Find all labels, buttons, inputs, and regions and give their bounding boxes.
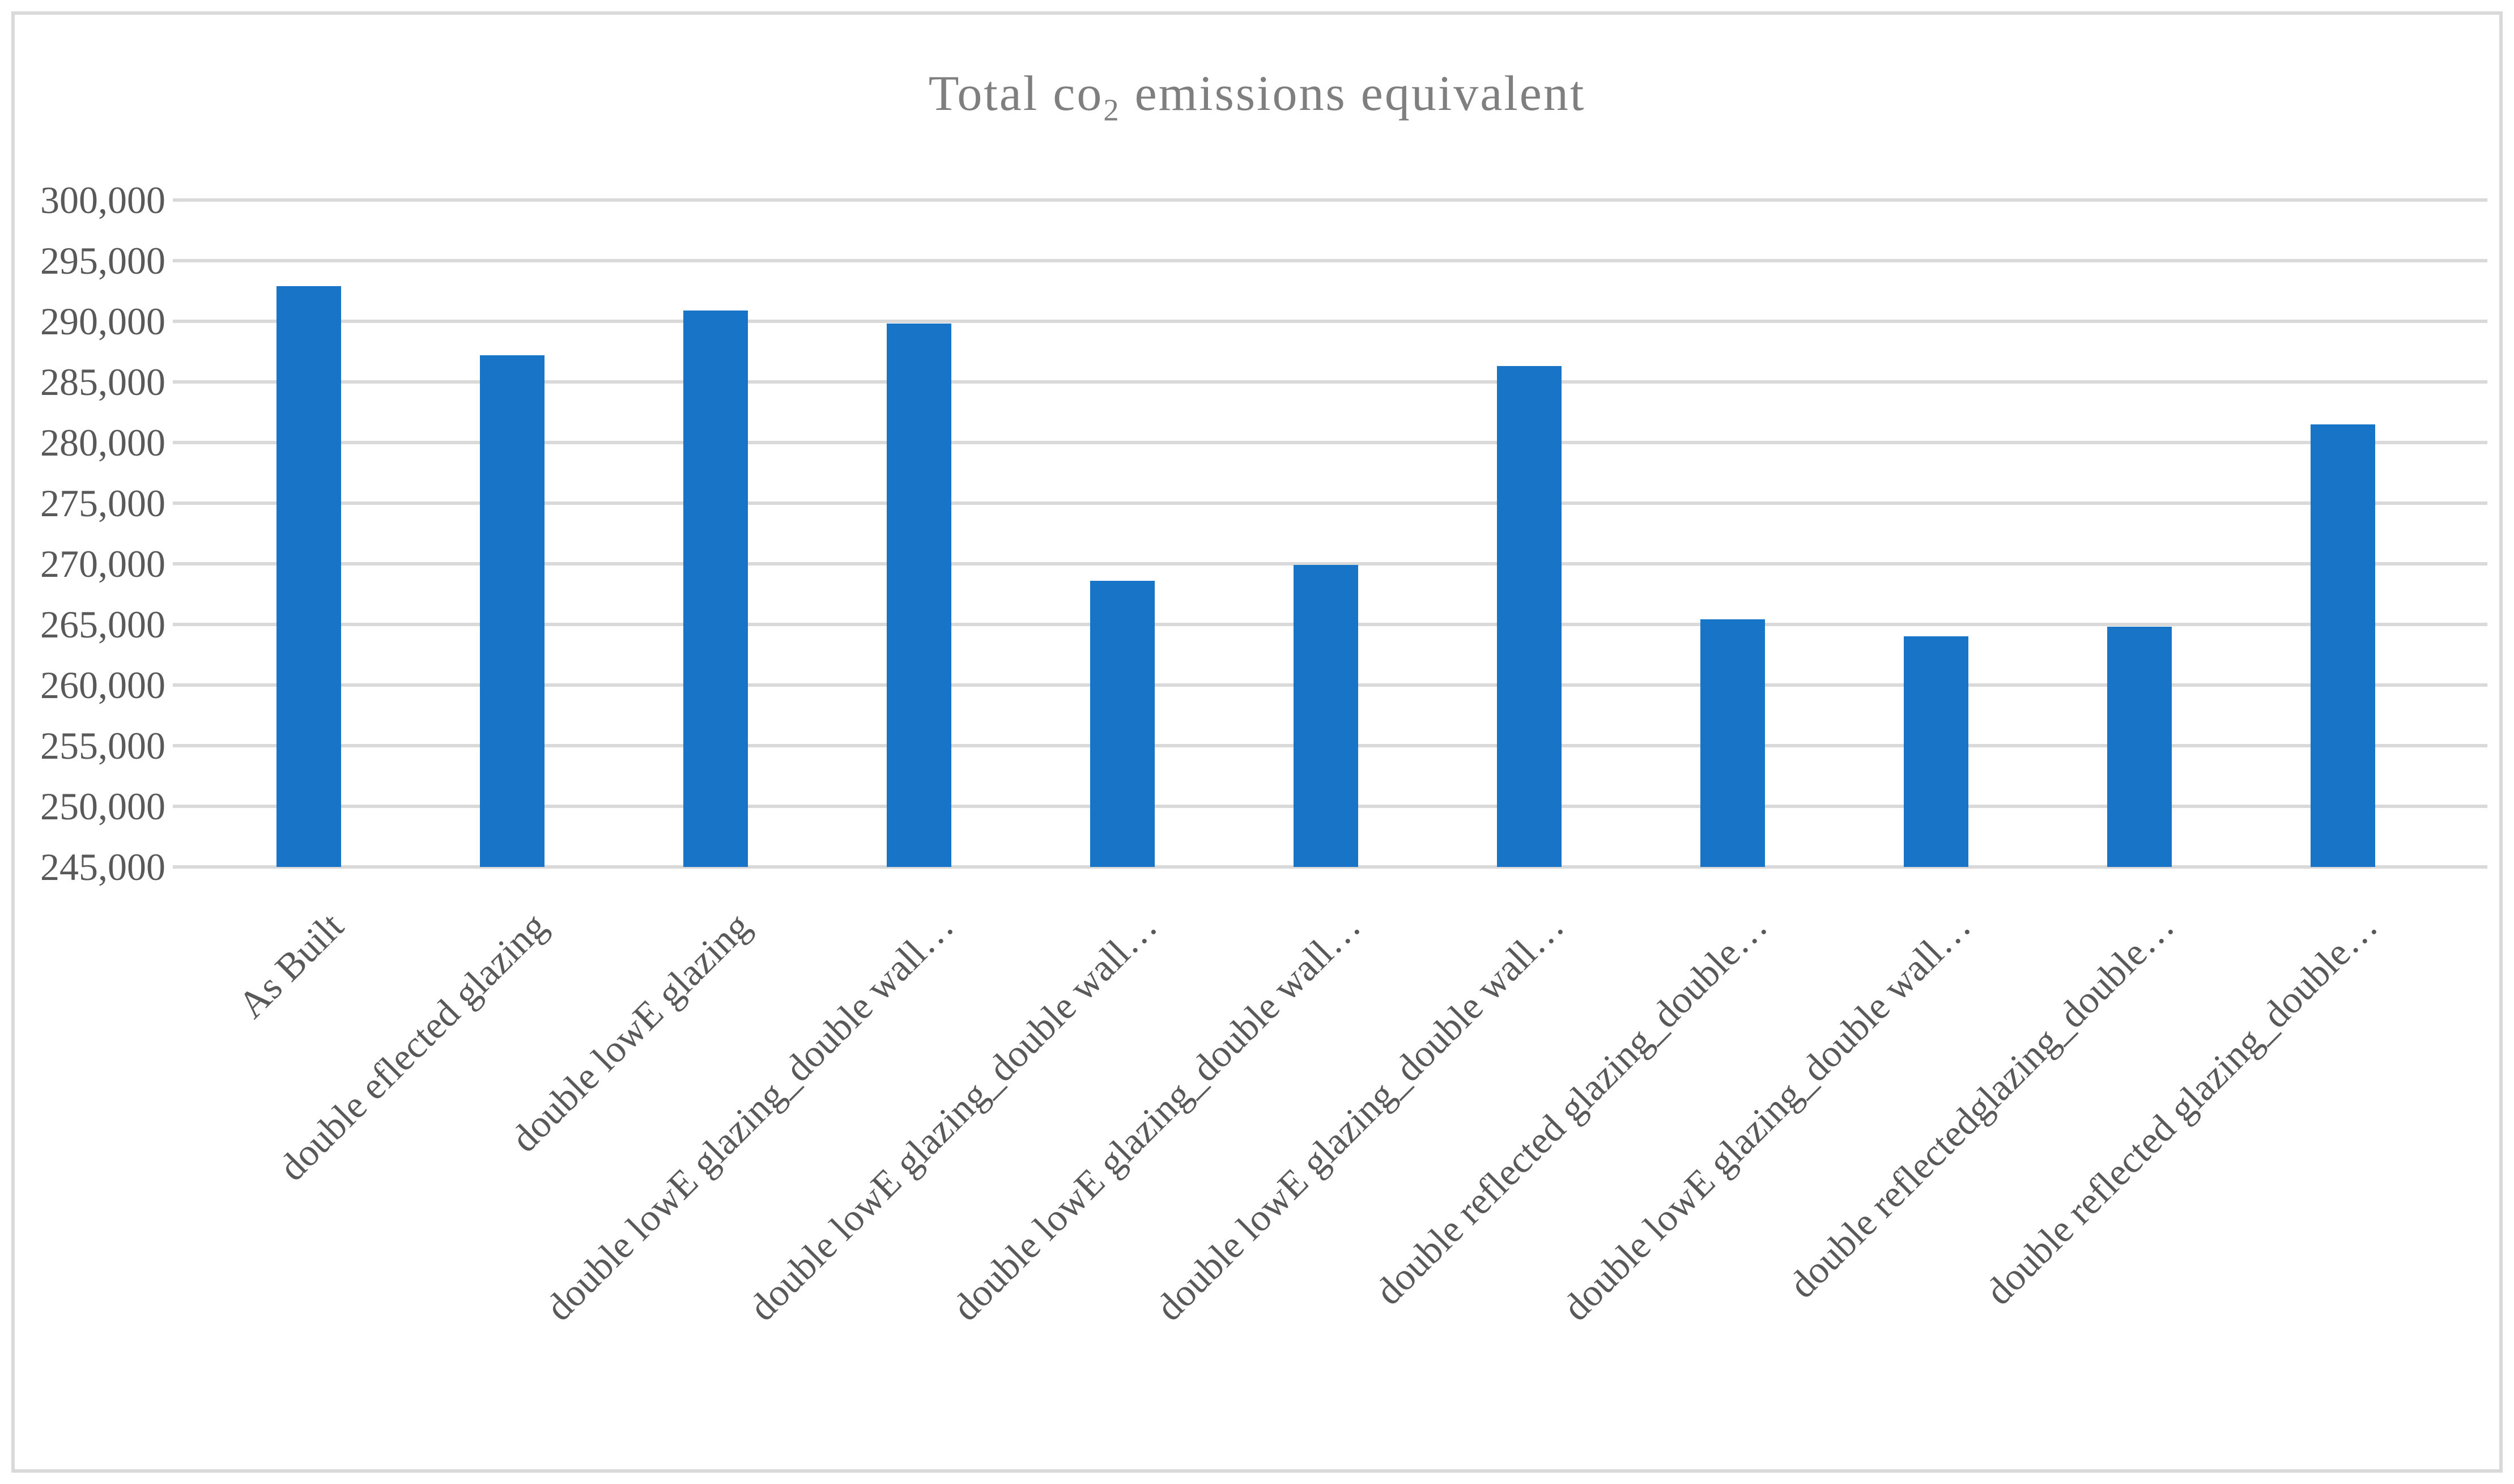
bar [683,310,748,867]
chart-border [11,11,2503,1473]
gridline [173,259,2487,262]
chart-title-subscript: 2 [1103,92,1121,127]
bar [2107,627,2172,867]
gridline [173,865,2487,869]
bar [276,286,341,867]
bar [479,355,545,867]
chart-title-prefix: Total co [928,66,1104,121]
chart-title-suffix: emissions equivalent [1120,66,1586,121]
gridline [173,441,2487,444]
y-tick-label: 300,000 [40,178,165,222]
gridline [173,320,2487,323]
y-tick-label: 255,000 [40,724,165,767]
bar [1294,565,1358,867]
y-tick-label: 250,000 [40,785,165,828]
bar [1700,619,1766,867]
chart-title: Total co2 emissions equivalent [0,66,2514,125]
bar [1497,366,1562,867]
bar [2311,424,2376,867]
y-tick-label: 290,000 [40,300,165,343]
bar [1904,636,1969,867]
gridline [173,198,2487,202]
y-tick-label: 265,000 [40,603,165,646]
y-tick-label: 285,000 [40,360,165,403]
y-tick-label: 260,000 [40,664,165,707]
gridline [173,380,2487,384]
y-tick-label: 275,000 [40,482,165,525]
bar [1090,580,1155,867]
y-tick-label: 295,000 [40,239,165,282]
gridline [173,501,2487,505]
y-tick-label: 245,000 [40,845,165,888]
x-axis-category-label: double reflected glazing_double… [1977,904,2387,1313]
gridline [173,562,2487,565]
y-tick-label: 280,000 [40,421,165,464]
y-tick-label: 270,000 [40,542,165,585]
bar [886,324,951,867]
